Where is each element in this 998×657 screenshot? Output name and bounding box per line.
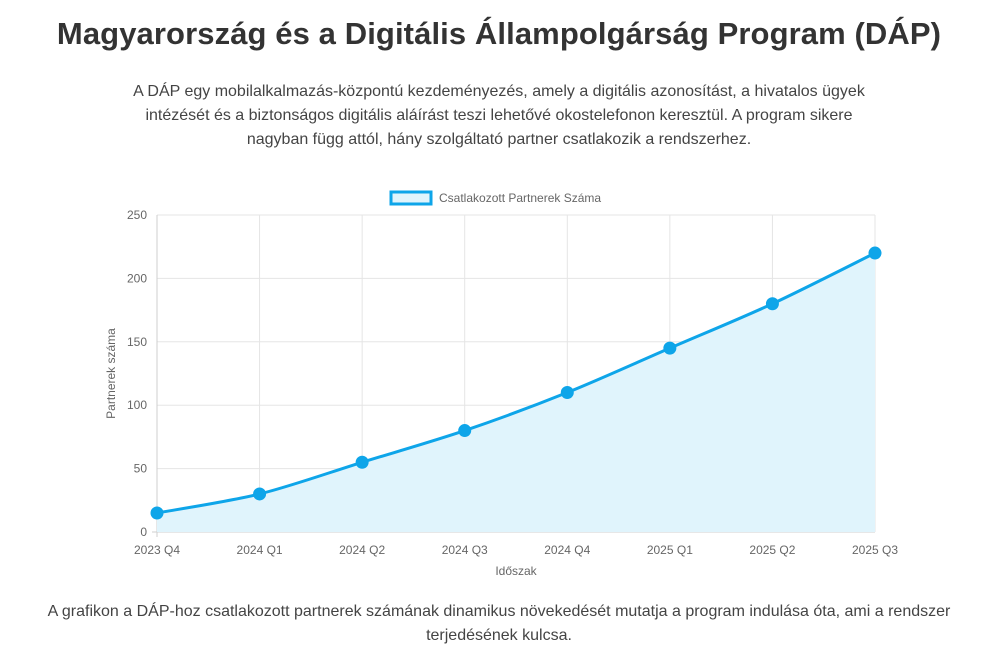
series-line	[156, 251, 876, 515]
series-area	[157, 253, 875, 532]
y-tick-label: 250	[127, 208, 147, 222]
data-point[interactable]	[253, 487, 267, 501]
x-tick-label: 2025 Q3	[852, 543, 898, 557]
legend-label[interactable]: Csatlakozott Partnerek Száma	[439, 191, 601, 205]
y-tick-label: 100	[127, 398, 147, 412]
data-point[interactable]	[765, 297, 779, 311]
page-title: Magyarország és a Digitális Állampolgárs…	[56, 16, 942, 51]
data-point[interactable]	[355, 455, 369, 469]
x-tick-label: 2023 Q4	[134, 543, 180, 557]
intro-paragraph: A DÁP egy mobilalkalmazás-központú kezde…	[133, 83, 865, 148]
data-point[interactable]	[560, 386, 574, 400]
x-axis-title: Időszak	[495, 564, 537, 578]
x-tick-label: 2025 Q2	[749, 543, 795, 557]
chart-caption: A grafikon a DÁP-hoz csatlakozott partne…	[47, 603, 951, 644]
chart-container: 0 50 100 150 200 250 2023 Q4 2024 Q1 2024 Q2 2024…	[0, 180, 998, 580]
data-point[interactable]	[868, 246, 882, 260]
x-tick-label: 2024 Q3	[442, 543, 488, 557]
y-tick-label: 50	[134, 462, 148, 476]
x-tick-label: 2024 Q4	[544, 543, 590, 557]
data-point[interactable]	[150, 506, 164, 520]
y-tick-label: 150	[127, 335, 147, 349]
x-tick-label: 2024 Q2	[339, 543, 385, 557]
legend-swatch[interactable]	[389, 190, 433, 206]
data-point[interactable]	[458, 424, 472, 438]
y-axis-title: Partnerek száma	[104, 328, 118, 419]
x-tick-label: 2025 Q1	[647, 543, 693, 557]
y-tick-label: 0	[140, 525, 147, 539]
y-tick-label: 200	[127, 271, 147, 285]
x-tick-label: 2024 Q1	[237, 543, 283, 557]
data-point[interactable]	[663, 341, 677, 355]
line-chart: 0 50 100 150 200 250 2023 Q4 2024 Q1 2024 Q2 2024…	[104, 190, 898, 578]
